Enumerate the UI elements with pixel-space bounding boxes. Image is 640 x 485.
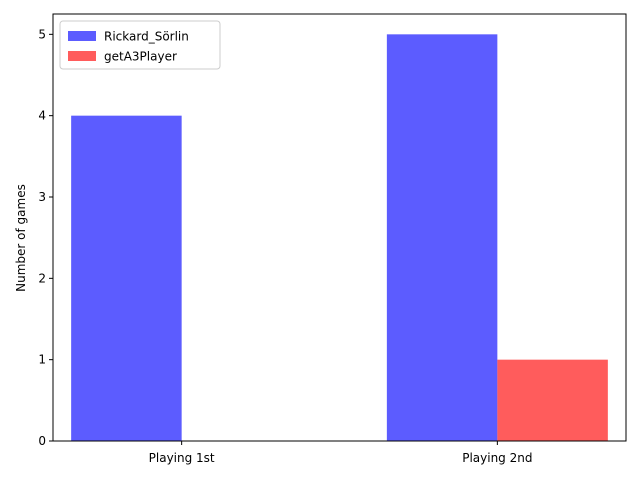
y-tick-label: 3	[38, 190, 46, 204]
legend-box	[59, 20, 221, 70]
bar-series2-1	[497, 359, 608, 441]
legend-label-2: getA3Player	[104, 50, 177, 64]
plot-frame	[52, 13, 627, 442]
y-axis-label: Number of games	[14, 184, 28, 292]
legend-label-1: Rickard_Sörlin	[104, 30, 189, 44]
y-tick-label: 0	[38, 434, 46, 448]
x-tick-label: Playing 2nd	[462, 451, 532, 465]
legend: Rickard_Sörlin getA3Player	[59, 20, 221, 70]
legend-swatch-2	[68, 51, 96, 61]
x-tick-label: Playing 1st	[149, 451, 215, 465]
y-tick-label: 4	[38, 109, 46, 123]
y-tick-label: 2	[38, 271, 46, 285]
y-tick-label: 1	[38, 353, 46, 367]
bars-layer	[71, 34, 608, 442]
axes-layer: 0 1 2 3 4 5 Playing 1st Playing 2nd	[38, 13, 627, 465]
bar-series1-0	[71, 115, 182, 442]
legend-swatch-1	[68, 31, 96, 41]
bar-series1-1	[386, 34, 498, 441]
y-tick-label: 5	[38, 27, 46, 41]
